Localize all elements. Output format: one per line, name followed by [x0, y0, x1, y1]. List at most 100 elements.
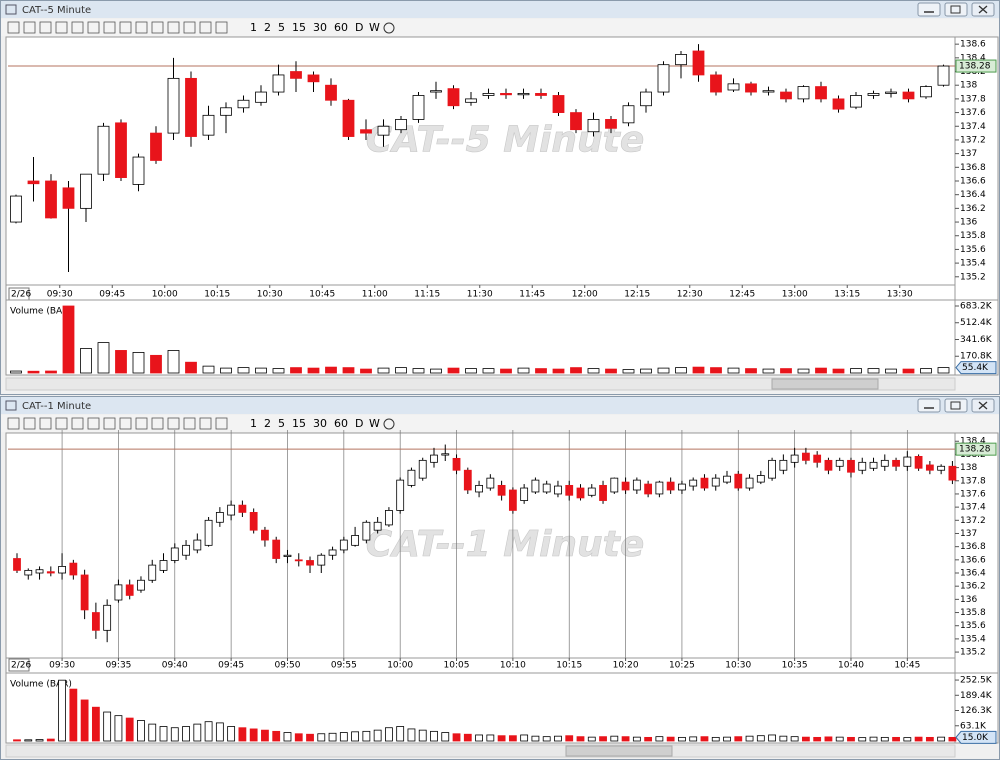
candle-body [430, 90, 442, 93]
window-button[interactable] [944, 2, 968, 17]
toolbar-icon[interactable] [23, 21, 36, 34]
volume-bar [587, 368, 600, 374]
timeframe-button[interactable]: 30 [313, 21, 327, 34]
toolbar-icon[interactable] [23, 417, 36, 430]
toolbar-icon[interactable] [119, 417, 132, 430]
timeframe-button[interactable]: W [369, 21, 380, 34]
timeframe-button[interactable]: W [369, 417, 380, 430]
toolbar-icon[interactable] [7, 21, 20, 34]
volume-bar [657, 367, 670, 374]
toolbar-icon[interactable] [55, 21, 68, 34]
timeframe-button[interactable]: 5 [278, 417, 285, 430]
toolbar-icon[interactable] [167, 21, 180, 34]
volume-bar [621, 736, 630, 742]
candle-body [80, 574, 89, 611]
timeframe-button[interactable]: 15 [292, 21, 306, 34]
volume-bar [407, 728, 416, 742]
candle-body [587, 119, 600, 133]
toolbar-icon[interactable] [87, 21, 100, 34]
volume-bar [689, 736, 698, 742]
window-icon [5, 400, 17, 411]
toolbar-icon[interactable] [383, 22, 395, 34]
timeframe-button[interactable]: 5 [278, 21, 285, 34]
toolbar-icon[interactable] [39, 21, 52, 34]
volume-bar [678, 736, 686, 742]
candle-body [306, 560, 314, 566]
volume-bar [802, 736, 810, 742]
window-button[interactable] [917, 2, 941, 17]
timeframe-button[interactable]: 30 [313, 417, 327, 430]
price-pane [5, 432, 956, 674]
timeframe-button[interactable]: 1 [250, 21, 257, 34]
candle-body [385, 510, 393, 526]
scrollbar-thumb[interactable] [565, 745, 673, 757]
candle-body [756, 475, 765, 483]
volume-bar [948, 736, 957, 742]
toolbar-icon[interactable] [119, 21, 132, 34]
toolbar-icon[interactable] [71, 21, 84, 34]
toolbar-icon[interactable] [103, 21, 116, 34]
scrollbar-thumb[interactable] [771, 378, 879, 390]
volume-bar [283, 732, 292, 742]
y-tick-label: 137.8 [960, 94, 986, 104]
toolbar-icon[interactable] [151, 417, 164, 430]
volume-bar [727, 367, 740, 374]
candle-body [447, 88, 460, 107]
timeframe-button[interactable]: D [355, 417, 363, 430]
scrollbar[interactable] [5, 377, 956, 391]
volume-bar [362, 730, 371, 742]
candle-body [790, 454, 799, 463]
y-tick-label: 137.4 [960, 122, 986, 132]
toolbar-icon[interactable] [215, 417, 228, 430]
toolbar-icon[interactable] [71, 417, 84, 430]
toolbar-icon[interactable] [151, 21, 164, 34]
toolbar-icon[interactable] [183, 21, 196, 34]
x-tick-label: 13:15 [834, 290, 860, 300]
timeframe-button[interactable]: 15 [292, 417, 306, 430]
volume-bar [182, 726, 190, 742]
toolbar-icon[interactable] [383, 418, 395, 430]
candle-body [463, 469, 472, 491]
volume-bar [452, 733, 461, 742]
volume-bar [700, 736, 709, 742]
timeframe-button[interactable]: 2 [264, 21, 271, 34]
candle-body [328, 549, 337, 556]
candle-body [396, 479, 405, 511]
toolbar-icon[interactable] [87, 417, 100, 430]
candle-body [655, 481, 664, 495]
toolbar-icon[interactable] [55, 417, 68, 430]
volume-bar [847, 736, 855, 742]
toolbar-icon[interactable] [215, 21, 228, 34]
toolbar-icon[interactable] [135, 417, 148, 430]
toolbar-icon[interactable] [167, 417, 180, 430]
toolbar-icon[interactable] [199, 21, 212, 34]
window-button[interactable] [917, 398, 941, 413]
toolbar-icon[interactable] [39, 417, 52, 430]
volume-bar [500, 368, 512, 374]
volume-bar [249, 728, 258, 742]
candle-body [482, 93, 495, 96]
timeframe-button[interactable]: 2 [264, 417, 271, 430]
timeframe-button[interactable]: 1 [250, 417, 257, 430]
candle-body [675, 54, 687, 66]
timeframe-button[interactable]: 60 [334, 21, 348, 34]
toolbar-icon[interactable] [199, 417, 212, 430]
scrollbar[interactable] [5, 744, 956, 758]
timeframe-button[interactable]: 60 [334, 417, 348, 430]
candle-body [45, 180, 57, 219]
timeframe-button[interactable]: D [355, 21, 363, 34]
x-tick-label: 10:30 [257, 290, 283, 300]
toolbar-icon[interactable] [135, 21, 148, 34]
y-tick-label: 136.6 [960, 177, 986, 187]
toolbar-icon[interactable] [103, 417, 116, 430]
title-bar [1, 397, 999, 414]
toolbar-icon[interactable] [183, 417, 196, 430]
candle-body [261, 529, 269, 541]
candle-body [666, 481, 675, 491]
toolbar-icon[interactable] [7, 417, 20, 430]
window-button[interactable] [944, 398, 968, 413]
volume-pane [5, 299, 956, 376]
volume-bar [745, 735, 754, 742]
candle-body [937, 465, 946, 471]
